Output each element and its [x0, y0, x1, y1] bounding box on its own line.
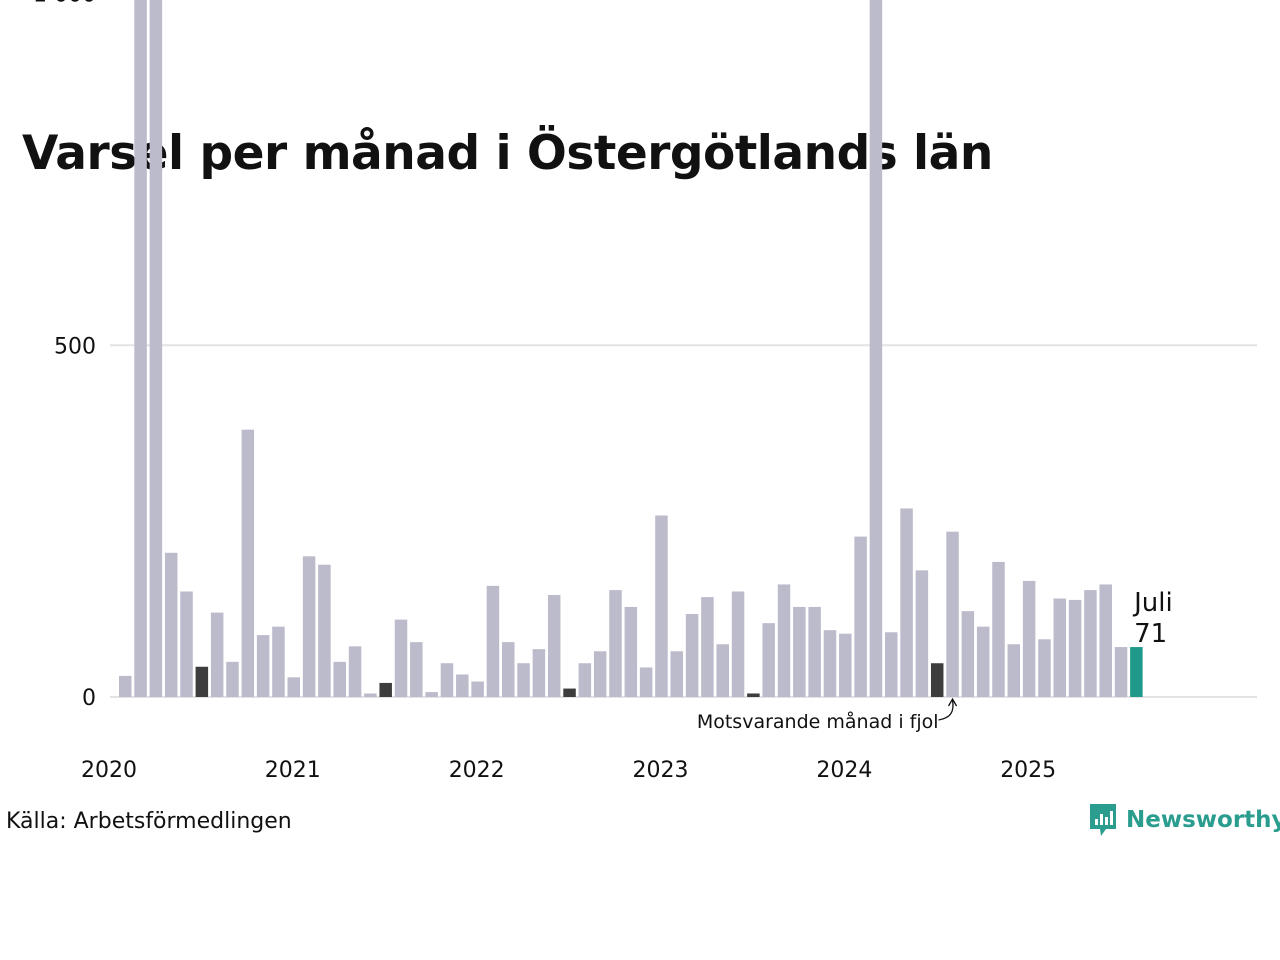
bar-2025-04: [1084, 590, 1097, 697]
latest-value-label: 71: [1134, 619, 1167, 649]
bar-2024-04: [900, 508, 913, 697]
bar-2024-07: [946, 531, 959, 697]
bar-2020-01: [119, 675, 132, 697]
bar-2020-05: [180, 591, 193, 698]
bar-2024-11: [1007, 644, 1021, 697]
bar-2024-10: [992, 561, 1005, 697]
bar-2022-02: [502, 642, 515, 697]
y-tick-label: 500: [54, 334, 96, 359]
bar-2025-02: [1053, 598, 1067, 697]
bar-2025-07: [1130, 647, 1143, 697]
bar-2021-03: [333, 661, 346, 697]
bar-2020-12: [287, 677, 301, 697]
bar-2021-06: [379, 682, 392, 697]
bar-2021-01: [302, 556, 316, 697]
bar-2023-03: [701, 597, 714, 697]
bar-2023-07: [762, 623, 775, 697]
x-tick-label: 2023: [633, 758, 689, 783]
bar-2022-09: [609, 590, 622, 697]
prev-year-annotation: Motsvarande månad i fjol: [697, 710, 939, 733]
x-axis: 2020 2021 2022 2023 2024 2025: [81, 758, 1056, 783]
bar-2020-09: [241, 429, 255, 697]
bar-2023-01: [670, 651, 684, 697]
bar-2021-04: [348, 646, 362, 697]
bar-2025-01: [1038, 639, 1051, 697]
bar-2020-07: [210, 612, 224, 697]
brand-name: Newsworthy: [1126, 807, 1280, 833]
bar-2021-08: [410, 642, 423, 697]
prev-year-arrow: [938, 699, 954, 721]
bar-2022-06: [563, 688, 576, 697]
bar-2022-08: [593, 651, 607, 697]
bar-2020-04: [164, 552, 178, 697]
bar-2021-12: [471, 681, 484, 697]
bar-2021-02: [318, 564, 331, 697]
y-tick-label: 1 000: [33, 0, 96, 8]
bar-2022-01: [486, 585, 500, 697]
bar-2020-10: [256, 635, 270, 697]
bar-2020-03: [149, 0, 163, 698]
bar-2023-11: [823, 630, 837, 697]
newsworthy-logo-icon: [1090, 804, 1116, 836]
bar-2022-10: [624, 606, 638, 697]
bar-2022-05: [547, 594, 561, 697]
bar-2020-02: [134, 0, 147, 697]
bar-2024-05: [915, 570, 929, 697]
x-tick-label: 2022: [449, 758, 505, 783]
bar-2021-05: [364, 693, 377, 697]
bar-2023-10: [808, 606, 821, 697]
x-tick-label: 2024: [816, 758, 872, 783]
prev-year-arrowhead: [947, 697, 958, 707]
bar-2024-08: [961, 611, 975, 697]
x-tick-label: 2020: [81, 758, 137, 783]
bar-2022-11: [639, 667, 653, 697]
bars: [119, 0, 1143, 698]
x-tick-label: 2025: [1000, 758, 1056, 783]
bar-2022-12: [655, 515, 668, 697]
bar-2024-06: [930, 663, 944, 697]
y-tick-label: 0: [82, 686, 96, 711]
bar-2023-02: [685, 613, 699, 697]
x-tick-label: 2021: [265, 758, 321, 783]
bar-2021-07: [394, 619, 408, 698]
bar-2023-04: [716, 644, 729, 697]
bar-2021-11: [456, 674, 469, 697]
bar-2021-10: [440, 663, 454, 697]
annotations: Juli 71 Motsvarande månad i fjol: [697, 588, 1173, 733]
bar-2024-02: [869, 0, 883, 697]
source-credit: Källa: Arbetsförmedlingen: [6, 809, 292, 834]
bar-2023-12: [839, 633, 852, 697]
y-axis: 0 500 1 000: [33, 0, 96, 711]
bar-2025-06: [1114, 647, 1128, 697]
bar-2022-03: [517, 663, 530, 697]
bar-2025-03: [1068, 599, 1082, 697]
bar-2024-03: [885, 632, 898, 697]
bar-2023-06: [747, 693, 760, 697]
chart-title: Varsel per månad i Östergötlands län: [22, 126, 993, 181]
bar-2020-08: [226, 661, 239, 697]
bar-2022-04: [532, 649, 546, 697]
bar-2024-09: [976, 626, 990, 697]
bar-2022-07: [578, 663, 592, 697]
latest-month-label: Juli: [1132, 588, 1173, 618]
bar-2023-05: [731, 591, 745, 698]
brand-logo: Newsworthy: [1088, 802, 1280, 838]
bar-2023-08: [777, 584, 791, 697]
bar-2023-09: [793, 606, 806, 697]
bar-2024-12: [1022, 580, 1036, 697]
bar-2021-09: [425, 692, 438, 697]
bar-2024-01: [854, 536, 867, 697]
bar-2020-11: [272, 626, 285, 697]
bar-2025-05: [1099, 584, 1112, 697]
bar-2020-06: [195, 666, 209, 697]
